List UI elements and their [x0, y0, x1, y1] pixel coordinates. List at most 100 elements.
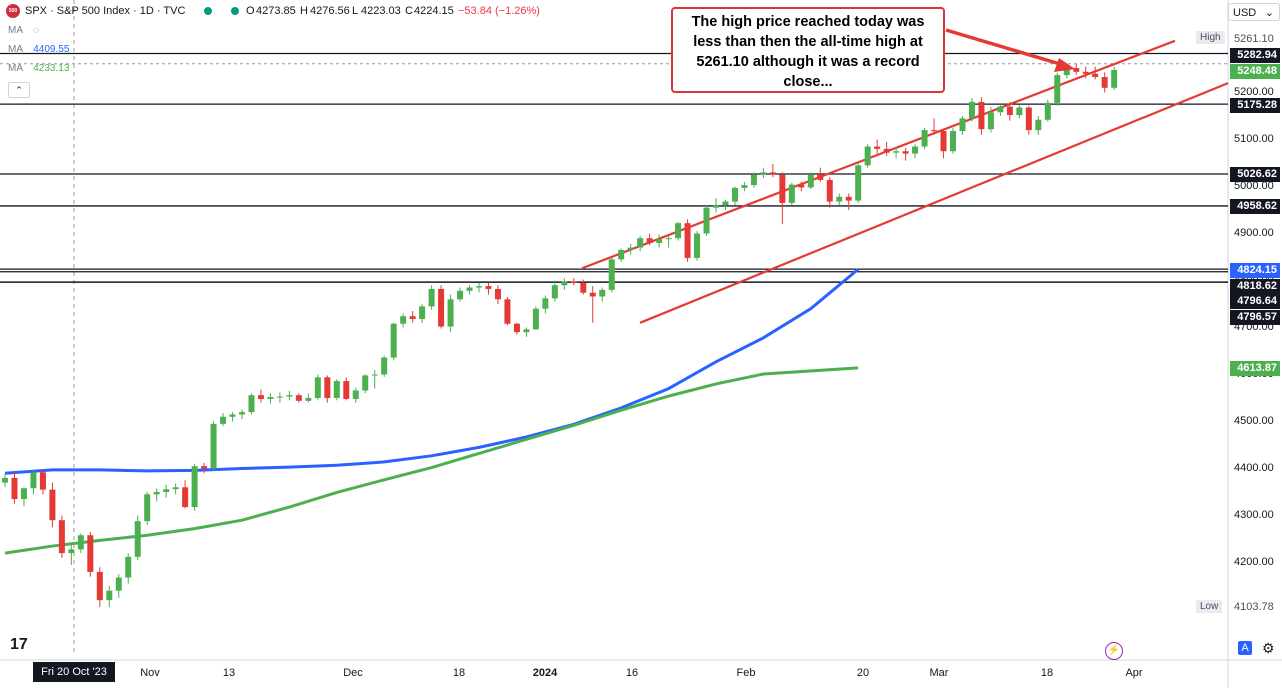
annotation-line: close...	[783, 74, 833, 90]
candle-body	[20, 488, 27, 500]
price-tag: 5175.28	[1230, 98, 1280, 113]
symbol-badge[interactable]: 500	[6, 4, 20, 18]
candle-body	[400, 316, 407, 324]
ma-row-2[interactable]: MA 4409.55	[0, 44, 69, 55]
candle-body	[694, 233, 701, 258]
price-tick-label: 4200.00	[1234, 555, 1274, 568]
candle-body	[504, 299, 511, 324]
price-tick-label: 4500.00	[1234, 414, 1274, 427]
ma-value: 4409.55	[33, 44, 70, 55]
candle-body	[352, 390, 359, 399]
candle-body	[362, 375, 369, 391]
candle-body	[333, 381, 340, 398]
candle-body	[419, 306, 426, 320]
candle-body	[447, 299, 454, 327]
candle-body	[807, 174, 814, 188]
candle-body	[494, 288, 501, 300]
candle-body	[1025, 107, 1032, 131]
candle-body	[1092, 73, 1099, 77]
ma-row-1[interactable]: MA ◌	[0, 25, 39, 36]
time-tick-label: Mar	[929, 667, 949, 679]
ma-row-3[interactable]: MA 4233.13	[0, 63, 69, 74]
price-tag: 4824.15	[1230, 263, 1280, 278]
candle-body	[950, 131, 956, 152]
candle-body	[182, 487, 189, 508]
high-tag-label: High	[1196, 31, 1225, 44]
tradingview-logo[interactable]: 17	[10, 636, 28, 653]
candle-body	[30, 472, 37, 489]
candle-body	[172, 487, 179, 490]
close-value: 4224.15	[414, 5, 454, 17]
candle-body	[39, 472, 46, 490]
candle-body	[968, 101, 975, 119]
candle-body	[1054, 75, 1061, 103]
candle-body	[1016, 107, 1023, 116]
lightning-icon[interactable]: ⚡	[1105, 642, 1123, 660]
candle-body	[485, 286, 492, 289]
candle-body	[87, 535, 94, 572]
ma-value: 4233.13	[33, 63, 70, 74]
chart-title[interactable]: SPX · S&P 500 Index · 1D · TVC	[25, 5, 186, 17]
candle-body	[931, 130, 938, 132]
candle-body	[883, 148, 890, 153]
high-tag-value: 5261.10	[1234, 33, 1274, 45]
price-tick-label: 5200.00	[1234, 85, 1274, 98]
candle-body	[239, 412, 245, 415]
price-tick-label: 5100.00	[1234, 132, 1274, 145]
channel-line	[639, 82, 1229, 324]
candle-body	[1101, 76, 1108, 88]
candle-body	[371, 374, 378, 376]
annotation-line: 5261.10 although it was a record	[696, 54, 920, 70]
candle-body	[276, 396, 283, 398]
candle-body	[163, 489, 170, 492]
candle-body	[684, 223, 691, 258]
candle-body	[1073, 68, 1080, 72]
moving-average-line	[4, 366, 859, 555]
eye-off-icon[interactable]: ◌	[33, 25, 40, 36]
candle-body	[542, 298, 549, 309]
candle-body	[912, 146, 919, 154]
candle-body	[295, 395, 302, 401]
candle-body	[210, 423, 217, 469]
candle-body	[248, 395, 255, 413]
candle-body	[1044, 102, 1051, 120]
candle-body	[257, 395, 264, 399]
realtime-dot-icon	[231, 7, 239, 15]
currency-selector[interactable]: USD ⌄	[1228, 3, 1280, 21]
candle-body	[703, 207, 710, 234]
candle-body	[466, 287, 473, 291]
candle-body	[987, 112, 994, 130]
candle-body	[646, 238, 653, 243]
candle-body	[570, 281, 577, 283]
candle-body	[106, 590, 113, 601]
high-label: H	[300, 5, 308, 17]
candle-body	[144, 494, 151, 522]
candle-body	[902, 151, 909, 154]
candle-body	[750, 174, 757, 186]
candle-body	[855, 165, 862, 201]
candle-body	[817, 174, 824, 180]
candle-body	[2, 477, 8, 483]
candle-body	[874, 146, 881, 149]
candle-body	[760, 172, 767, 175]
candle-body	[731, 187, 738, 202]
open-label: O	[246, 5, 255, 17]
candle-body	[722, 201, 729, 206]
low-tag-value: 4103.78	[1234, 601, 1274, 613]
candle-body	[589, 292, 596, 297]
price-tag: 5282.94	[1230, 48, 1280, 63]
ma-label: MA	[8, 44, 23, 55]
candle-body	[532, 308, 539, 330]
ma-label: MA	[8, 25, 23, 36]
auto-scale-button[interactable]: A	[1238, 641, 1252, 655]
time-tick-label: Apr	[1125, 667, 1143, 679]
collapse-legend-button[interactable]: ⌃	[8, 82, 30, 98]
candle-body	[608, 259, 615, 290]
candle-body	[561, 281, 568, 286]
candle-body	[921, 130, 928, 147]
candle-body	[513, 323, 520, 333]
price-tick-label: 5000.00	[1234, 179, 1274, 192]
candle-body	[409, 316, 416, 320]
settings-gear-icon[interactable]: ⚙	[1262, 640, 1275, 656]
